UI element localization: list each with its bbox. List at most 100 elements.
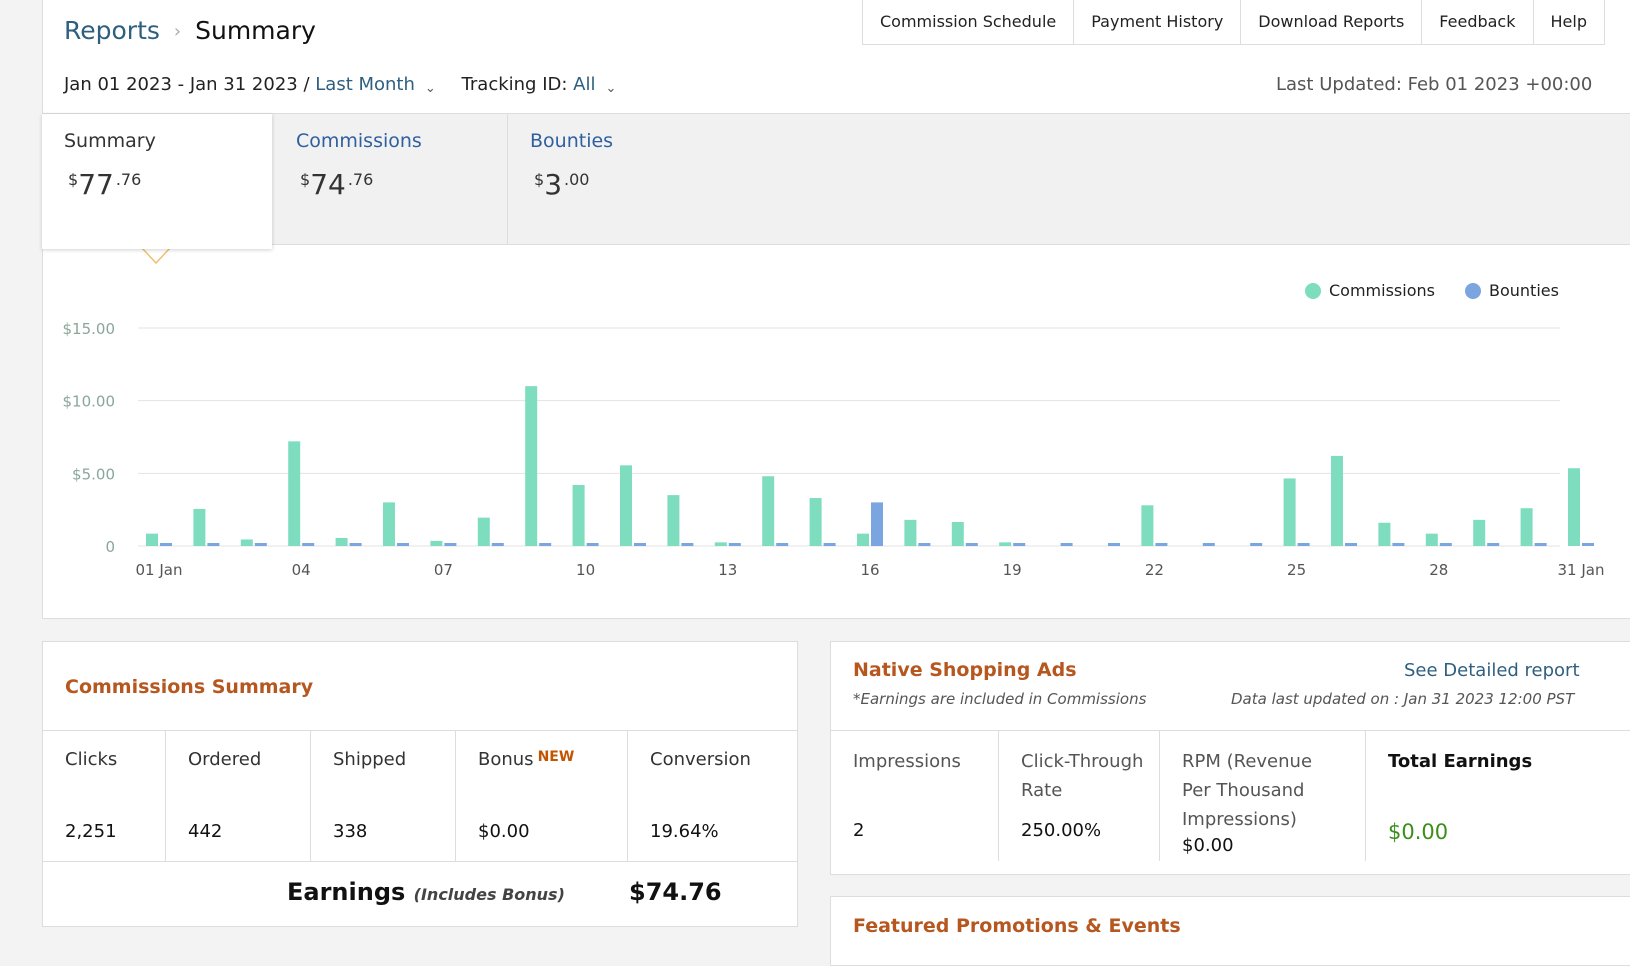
bounty-bar[interactable] <box>728 543 741 546</box>
commission-bar[interactable] <box>1473 519 1486 546</box>
bounty-bar[interactable] <box>397 543 409 546</box>
commission-bar[interactable] <box>193 508 206 546</box>
metric-label: Conversion <box>650 749 751 770</box>
commission-bar[interactable] <box>857 533 869 546</box>
metric-value: 442 <box>188 821 223 842</box>
earnings-included-note: *Earnings are included in Commissions <box>853 690 1147 708</box>
tab-bounties[interactable]: Bounties $3.00 <box>508 114 768 244</box>
bounty-bar[interactable] <box>1345 543 1357 546</box>
x-tick-label: 13 <box>718 561 737 579</box>
bounty-bar[interactable] <box>539 543 552 546</box>
bounty-bar[interactable] <box>1060 543 1073 546</box>
nav-help[interactable]: Help <box>1533 0 1605 45</box>
commission-bar[interactable] <box>809 498 822 546</box>
bounty-bar[interactable] <box>1487 543 1500 546</box>
native-shopping-ads-title: Native Shopping Ads <box>853 659 1077 681</box>
commission-bar[interactable] <box>1141 505 1154 546</box>
y-tick-label: $10.00 <box>63 393 116 411</box>
nav-payment-history[interactable]: Payment History <box>1074 0 1242 45</box>
commission-bar[interactable] <box>1378 522 1391 546</box>
bounty-bar[interactable] <box>871 502 883 546</box>
currency-symbol: $ <box>300 170 311 189</box>
metric-label: Total Earnings <box>1388 751 1533 772</box>
bounty-bar[interactable] <box>1250 543 1263 546</box>
tab-summary[interactable]: Summary $77.76 <box>42 114 272 249</box>
bounty-bar[interactable] <box>160 543 172 546</box>
commission-bar[interactable] <box>288 441 301 546</box>
bounty-bar[interactable] <box>444 543 457 546</box>
bounty-bar[interactable] <box>1155 543 1168 546</box>
legend-bounties[interactable]: Bounties <box>1465 281 1559 300</box>
commission-bar[interactable] <box>430 540 443 546</box>
bounty-bar[interactable] <box>1013 543 1026 546</box>
bounty-bar[interactable] <box>634 543 646 546</box>
bounty-bar[interactable] <box>1534 543 1547 546</box>
commission-bar[interactable] <box>951 522 964 546</box>
report-panel <box>42 0 1630 619</box>
bounty-bar[interactable] <box>1202 543 1215 546</box>
tracking-id-dropdown[interactable]: Tracking ID: All ⌄ <box>461 74 617 96</box>
bounty-bar[interactable] <box>302 543 315 546</box>
bounty-bar[interactable] <box>1108 543 1120 546</box>
bounty-bar[interactable] <box>1439 543 1452 546</box>
bounty-bar[interactable] <box>918 543 931 546</box>
nav-download-reports[interactable]: Download Reports <box>1241 0 1423 45</box>
commission-bar[interactable] <box>999 542 1012 546</box>
x-tick-label: 10 <box>576 561 595 579</box>
bounty-bar[interactable] <box>965 543 978 546</box>
bounty-bar[interactable] <box>349 543 362 546</box>
bounty-bar[interactable] <box>586 543 599 546</box>
commission-bar[interactable] <box>240 539 253 546</box>
commission-bar[interactable] <box>146 533 158 546</box>
commission-bar[interactable] <box>1520 508 1533 546</box>
metric-label: Bonus NEW <box>478 749 574 770</box>
commission-bar[interactable] <box>762 476 775 546</box>
commission-bar[interactable] <box>904 519 917 546</box>
bounty-bar[interactable] <box>207 543 220 546</box>
chevron-down-icon: ⌄ <box>424 81 436 96</box>
bounty-bar[interactable] <box>1582 543 1594 546</box>
commission-bar[interactable] <box>1283 478 1296 546</box>
bounty-bar[interactable] <box>491 543 504 546</box>
breadcrumb-separator-icon: › <box>173 21 182 42</box>
commission-bar[interactable] <box>477 517 490 546</box>
commission-bar[interactable] <box>667 495 680 546</box>
x-tick-label: 04 <box>292 561 311 579</box>
bounty-bar[interactable] <box>681 543 694 546</box>
tab-commissions[interactable]: Commissions $74.76 <box>274 114 508 244</box>
commission-bar[interactable] <box>335 538 348 546</box>
commission-bar[interactable] <box>1425 533 1438 546</box>
bounty-bar[interactable] <box>1297 543 1310 546</box>
commission-bar[interactable] <box>572 484 585 546</box>
tab-pointer-icon <box>141 247 171 265</box>
y-tick-label: $15.00 <box>63 320 116 338</box>
see-detailed-report-link[interactable]: See Detailed report <box>1404 660 1580 681</box>
breadcrumb-reports-link[interactable]: Reports <box>64 16 160 45</box>
x-tick-label: 31 Jan <box>1558 561 1605 579</box>
metric-label: Clicks <box>65 749 118 770</box>
bounty-bar[interactable] <box>823 543 836 546</box>
filters-row: Jan 01 2023 - Jan 31 2023 / Last Month ⌄ … <box>64 74 617 96</box>
commission-bar[interactable] <box>525 386 538 546</box>
metric-value: 338 <box>333 821 368 842</box>
earnings-note: (Includes Bonus) <box>413 885 565 904</box>
commission-bar[interactable] <box>714 542 727 546</box>
commission-bar[interactable] <box>1568 468 1580 546</box>
native-shopping-ads-card: Native Shopping Ads See Detailed report … <box>830 641 1630 875</box>
bounty-bar[interactable] <box>254 543 267 546</box>
nsa-total-earnings: Total Earnings $0.00 <box>1366 731 1630 861</box>
earnings-value: $74.76 <box>629 878 722 906</box>
commission-bar[interactable] <box>620 465 632 546</box>
metric-value: $0.00 <box>1182 835 1234 856</box>
period-dropdown[interactable]: Last Month ⌄ <box>315 74 436 96</box>
bounty-bar[interactable] <box>776 543 789 546</box>
nav-commission-schedule[interactable]: Commission Schedule <box>862 0 1075 45</box>
bounty-bar[interactable] <box>1392 543 1405 546</box>
metric-ordered: Ordered 442 <box>166 731 311 861</box>
tracking-id-label: Tracking ID: <box>461 74 568 95</box>
nav-feedback[interactable]: Feedback <box>1422 0 1534 45</box>
commission-bar[interactable] <box>383 502 395 546</box>
legend-commissions[interactable]: Commissions <box>1305 281 1435 300</box>
commission-bar[interactable] <box>1331 455 1343 546</box>
x-tick-label: 19 <box>1003 561 1022 579</box>
